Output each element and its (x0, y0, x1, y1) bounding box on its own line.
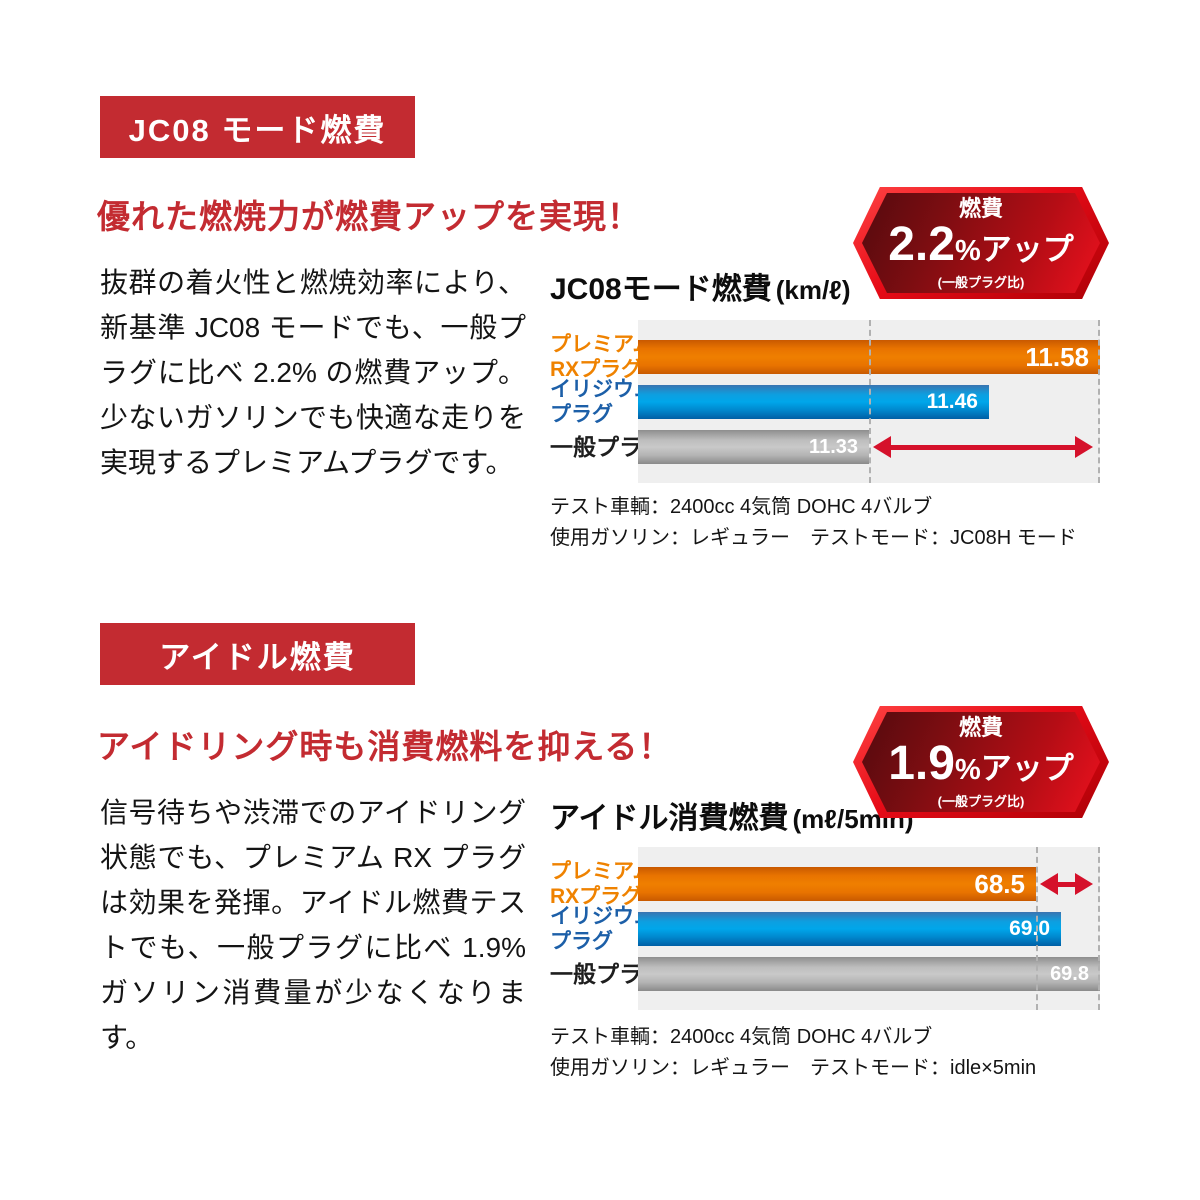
badge-percent-value: 2.2 (888, 217, 955, 271)
badge-percent-value: 1.9 (888, 736, 955, 790)
chart-plot-area: 68.5 69.0 69.8 (638, 847, 1100, 1010)
bar-label-line: RXプラグ (550, 358, 643, 381)
chart-title-text: アイドル消費燃費 (550, 802, 789, 835)
bar-label-line: プラグ (550, 930, 613, 953)
headline-jc08: 優れた燃焼力が燃費アップを実現！ (97, 198, 641, 235)
headline-idle: アイドリング時も消費燃料を抑える！ (97, 728, 673, 765)
arrow-head-right (1075, 436, 1093, 458)
body-text-idle: 信号待ちや渋滞でのアイドリング状態でも、プレミアム RX プラグは効果を発揮。ア… (100, 797, 526, 1053)
chart-title-idle: アイドル消費燃費 (mℓ/5min) (550, 793, 914, 837)
chart-plot-area: 11.58 11.46 11.33 (638, 320, 1100, 483)
bar-label-line: プレミアム (550, 860, 654, 883)
chart-title-jc08: JC08モード燃費 (km/ℓ) (550, 264, 851, 308)
bar-label-line: RXプラグ (550, 885, 643, 908)
bar-value-label: 11.33 (809, 435, 858, 458)
dashed-guide-line (869, 320, 871, 483)
dashed-guide-line (1098, 320, 1100, 483)
bar-value-label: 11.46 (926, 390, 978, 413)
arrow-head-right (1075, 873, 1093, 895)
badge-top-label: 燃費 (958, 195, 1003, 221)
bar-orange: 68.5 (638, 867, 1036, 901)
bar-gray: 69.8 (638, 957, 1100, 991)
badge-content: 燃費 1.9 % アップ (一般プラグ比) (853, 706, 1109, 818)
bar-label-line: プラグ (550, 403, 613, 426)
bar-value-label: 69.0 (1009, 917, 1050, 940)
section-banner-idle: アイドル燃費 (100, 623, 415, 685)
difference-arrow (873, 436, 1093, 458)
dashed-guide-line (1036, 847, 1038, 1010)
body-text-jc08: 抜群の着火性と燃焼効率により、新基準 JC08 モードでも、一般プラグに比べ 2… (100, 267, 526, 478)
dashed-guide-line (1098, 847, 1100, 1010)
badge-hexagon-fill (862, 193, 1100, 293)
bar-label: イリジウム プラグ (550, 376, 655, 428)
arrow-shaft (1054, 882, 1079, 887)
fuel-up-badge-idle: 燃費 1.9 % アップ (一般プラグ比) (853, 706, 1109, 818)
bar-label: プレミアム RXプラグ (550, 858, 654, 910)
bar-chart-idle: プレミアム RXプラグ イリジウム プラグ 一般プラグ 68.5 69.0 69.8 (550, 847, 1100, 1010)
chart-notes-jc08: テスト車輌：2400cc 4気筒 DOHC 4バルブ 使用ガソリン：レギュラー … (550, 492, 1077, 554)
badge-suffix: アップ (980, 231, 1074, 267)
arrow-head-left (873, 436, 891, 458)
arrow-shaft (887, 445, 1079, 450)
badge-main-row: 1.9 % アップ (888, 736, 1074, 793)
badge-top-label: 燃費 (958, 714, 1003, 740)
chart-notes-idle: テスト車輌：2400cc 4気筒 DOHC 4バルブ 使用ガソリン：レギュラー … (550, 1022, 1036, 1084)
fuel-up-badge-jc08: 燃費 2.2 % アップ (一般プラグ比) (853, 187, 1109, 299)
chart-unit-text: (km/ℓ) (775, 275, 851, 305)
bar-blue: 69.0 (638, 912, 1061, 946)
badge-hexagon-fill (862, 712, 1100, 812)
chart-title-text: JC08モード燃費 (550, 273, 772, 306)
note-line: 使用ガソリン：レギュラー テストモード：JC08H モード (550, 527, 1077, 549)
bar-chart-jc08: プレミアム RXプラグ イリジウム プラグ 一般プラグ 11.58 11.46 11.33 (550, 320, 1100, 483)
bar-value-label: 11.58 (1025, 341, 1089, 372)
difference-arrow (1040, 873, 1093, 895)
badge-suffix: アップ (980, 750, 1074, 786)
badge-main-row: 2.2 % アップ (888, 217, 1074, 274)
section-banner-jc08: JC08 モード燃費 (100, 96, 415, 158)
bar-label-line: プレミアム (550, 333, 654, 356)
chart-category-labels: プレミアム RXプラグ イリジウム プラグ 一般プラグ (550, 320, 665, 483)
note-line: テスト車輌：2400cc 4気筒 DOHC 4バルブ (550, 1026, 933, 1048)
bar-label: プレミアム RXプラグ (550, 331, 654, 383)
badge-content: 燃費 2.2 % アップ (一般プラグ比) (853, 187, 1109, 299)
chart-category-labels: プレミアム RXプラグ イリジウム プラグ 一般プラグ (550, 847, 665, 1010)
bar-value-label: 68.5 (974, 868, 1025, 899)
note-line: 使用ガソリン：レギュラー テストモード：idle×5min (550, 1057, 1037, 1079)
badge-percent-sign: % (954, 753, 981, 786)
note-line: テスト車輌：2400cc 4気筒 DOHC 4バルブ (550, 496, 933, 518)
bar-gray: 11.33 (638, 430, 869, 464)
badge-note: (一般プラグ比) (937, 274, 1025, 290)
bar-label-line: イリジウム (550, 905, 655, 928)
badge-percent-sign: % (954, 234, 981, 267)
bar-label-line: イリジウム (550, 378, 655, 401)
bar-value-label: 69.8 (1050, 962, 1089, 985)
arrow-head-left (1040, 873, 1058, 895)
badge-note: (一般プラグ比) (937, 793, 1025, 809)
bar-label: イリジウム プラグ (550, 903, 655, 955)
bar-blue: 11.46 (638, 385, 989, 419)
